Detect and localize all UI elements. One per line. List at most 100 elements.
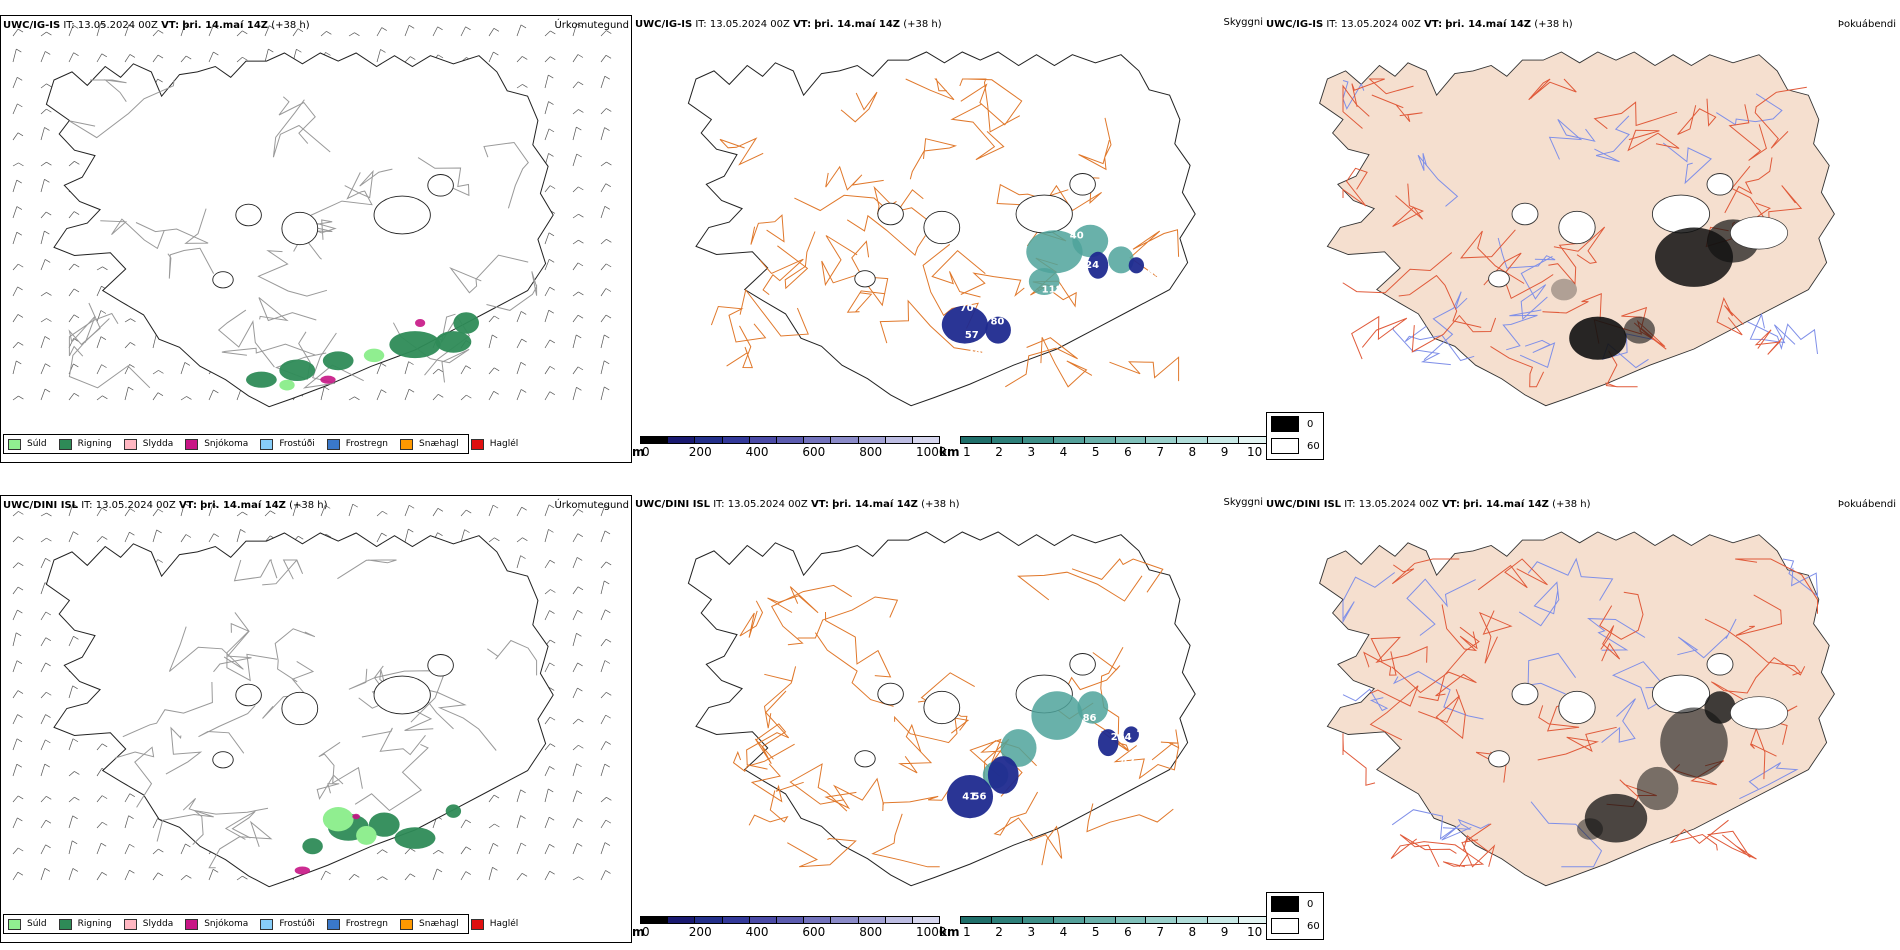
scale-km-tick: 9 <box>1220 925 1229 939</box>
legend-swatch <box>400 918 414 930</box>
legend-label: Slydda <box>142 919 174 929</box>
scale-m-bar-bottom <box>640 916 940 924</box>
legend-swatch <box>58 438 72 450</box>
legend-item-0: Súld <box>8 438 47 450</box>
visibility-value-label: 70 <box>960 303 974 314</box>
legend-swatch <box>326 918 340 930</box>
legend-item-2: Slydda <box>123 918 174 930</box>
visibility-map-top: 40 191 24 66 118 70 80 57 76 49 50 <box>687 51 1196 407</box>
scale-m-bar-top <box>640 436 940 444</box>
visibility-value-label: 41 <box>962 791 976 802</box>
legend-swatch <box>470 438 484 450</box>
scales-top: m 0 200 400 600 800 1000 km 1 2 3 4 5 6 7 8 9 10 <box>632 436 1332 462</box>
scale-km-tick: 10 <box>1247 445 1263 459</box>
legend-item-3: Snjókoma <box>185 438 249 450</box>
legend-item-1: Rigning <box>58 438 112 450</box>
visibility-value-label: 118 <box>1042 284 1063 295</box>
scale-km-tick: 8 <box>1188 445 1197 459</box>
fog-legend-label: 60 <box>1307 920 1320 932</box>
scale-km-tick: 4 <box>1059 445 1068 459</box>
scale-km-unit-top: km <box>939 445 960 459</box>
legend-swatch <box>185 438 199 450</box>
legend-item-0: Súld <box>8 918 47 930</box>
visibility-value-label: 57 <box>965 330 979 341</box>
fog-legend-item: 60 <box>1267 915 1323 937</box>
fog-title-top: UWC/IG-IS IT: 13.05.2024 00Z VT: þri. 14… <box>1266 19 1573 30</box>
visibility-value-label: 191 <box>1108 233 1129 244</box>
legend-item-6: Snæhagl <box>400 438 459 450</box>
scale-m-tick: 800 <box>859 445 883 459</box>
fog-panel-name-top: Þokuábendi <box>1837 19 1896 30</box>
legend-swatch <box>123 918 137 930</box>
scale-m-tick: 600 <box>802 445 826 459</box>
fog-legend-item: 0 <box>1267 413 1323 435</box>
precip-legend-bottom: Súld Rigning Slydda Snjókoma Frostúði Frostre… <box>3 914 518 934</box>
visibility-title-bottom: UWC/DINI ISL IT: 13.05.2024 00Z VT: þri.… <box>635 499 960 510</box>
scale-km-tick: 10 <box>1247 925 1263 939</box>
fog-legend-label: 60 <box>1307 440 1320 452</box>
legend-swatch <box>58 918 72 930</box>
scale-m-tick: 400 <box>745 445 769 459</box>
visibility-value-label: 80 <box>990 317 1004 328</box>
fog-legend-label: 0 <box>1307 418 1314 430</box>
legend-label: Snæhagl <box>419 919 459 929</box>
visibility-value-label: 42 <box>1121 756 1135 767</box>
scale-km-unit-bottom: km <box>939 925 960 939</box>
visibility-value-label: 50 <box>970 832 984 843</box>
scale-m-tick: 0 <box>642 925 650 939</box>
visibility-value-label: 24 <box>1085 260 1099 271</box>
legend-item-6: Snæhagl <box>400 918 459 930</box>
fog-legend-swatch <box>1271 416 1299 432</box>
scale-km-tick: 5 <box>1091 925 1100 939</box>
scale-m-tick: 0 <box>642 445 650 459</box>
scale-m-tick: 200 <box>688 925 712 939</box>
visibility-value-label: 76 <box>1008 336 1022 347</box>
visibility-value-label: 56 <box>973 791 987 802</box>
legend-item-2: Slydda <box>123 438 174 450</box>
precip-panel-name-top: Úrkomutegund <box>554 20 629 31</box>
precip-panel-top: UWC/IG-IS IT: 13.05.2024 00Z VT: þri. 14… <box>0 15 632 463</box>
fog-legend-swatch <box>1271 918 1299 934</box>
legend-swatch <box>8 918 21 930</box>
legend-item-7: Haglél <box>470 918 519 930</box>
scale-m-tick: 600 <box>802 925 826 939</box>
legend-swatch <box>400 438 414 450</box>
fog-legend-label: 0 <box>1307 898 1314 910</box>
fog-legend-swatch <box>1271 438 1299 454</box>
scale-km-tick: 5 <box>1091 445 1100 459</box>
scale-km-tick: 3 <box>1027 925 1036 939</box>
legend-label: Snjókoma <box>204 439 249 449</box>
fog-legend-item: 60 <box>1267 435 1323 457</box>
legend-swatch <box>260 438 274 450</box>
legend-label: Snjókoma <box>204 919 249 929</box>
scale-m-tick: 800 <box>859 925 883 939</box>
scale-km-tick: 6 <box>1124 445 1132 459</box>
scale-m-unit-bottom: m <box>632 925 645 939</box>
visibility-panel-top: 40 191 24 66 118 70 80 57 76 49 50 UWC/IG-IS IT: 1… <box>633 15 1263 463</box>
scale-km-tick: 1 <box>963 925 971 939</box>
visibility-map-bottom: 86 264 38 56 42 50 41 <box>687 531 1196 887</box>
legend-label: Haglél <box>489 439 519 449</box>
legend-swatch <box>470 918 484 930</box>
scale-km-tick: 7 <box>1156 445 1164 459</box>
visibility-panel-bottom: 86 264 38 56 42 50 41 UWC/DINI ISL IT: 13.05.2… <box>633 495 1263 943</box>
fog-map-bottom <box>1319 531 1835 887</box>
visibility-value-label: 50 <box>985 349 999 360</box>
precip-legend-top: Súld Rigning Slydda Snjókoma Frostúði Frostre… <box>3 434 518 454</box>
fog-panel-bottom: UWC/DINI ISL IT: 13.05.2024 00Z VT: þri.… <box>1264 495 1900 943</box>
legend-label: Rigning <box>77 919 112 929</box>
legend-item-5: Frostregn <box>326 438 388 450</box>
fog-panel-name-bottom: Þokuábendi <box>1837 499 1896 510</box>
scale-km-tick: 1 <box>963 445 971 459</box>
legend-item-3: Snjókoma <box>185 918 249 930</box>
scales-bottom: m 0 200 400 600 800 1000 km 1 2 3 4 5 6 7 8 9 10 <box>632 916 1332 942</box>
fog-title-bottom: UWC/DINI ISL IT: 13.05.2024 00Z VT: þri.… <box>1266 499 1591 510</box>
legend-label: Snæhagl <box>419 439 459 449</box>
legend-swatch <box>123 438 137 450</box>
scale-km-tick: 2 <box>995 445 1003 459</box>
legend-label: Slydda <box>142 439 174 449</box>
legend-label: Haglél <box>489 919 519 929</box>
fog-legend-item: 0 <box>1267 893 1323 915</box>
legend-swatch <box>185 918 199 930</box>
legend-label: Rigning <box>77 439 112 449</box>
